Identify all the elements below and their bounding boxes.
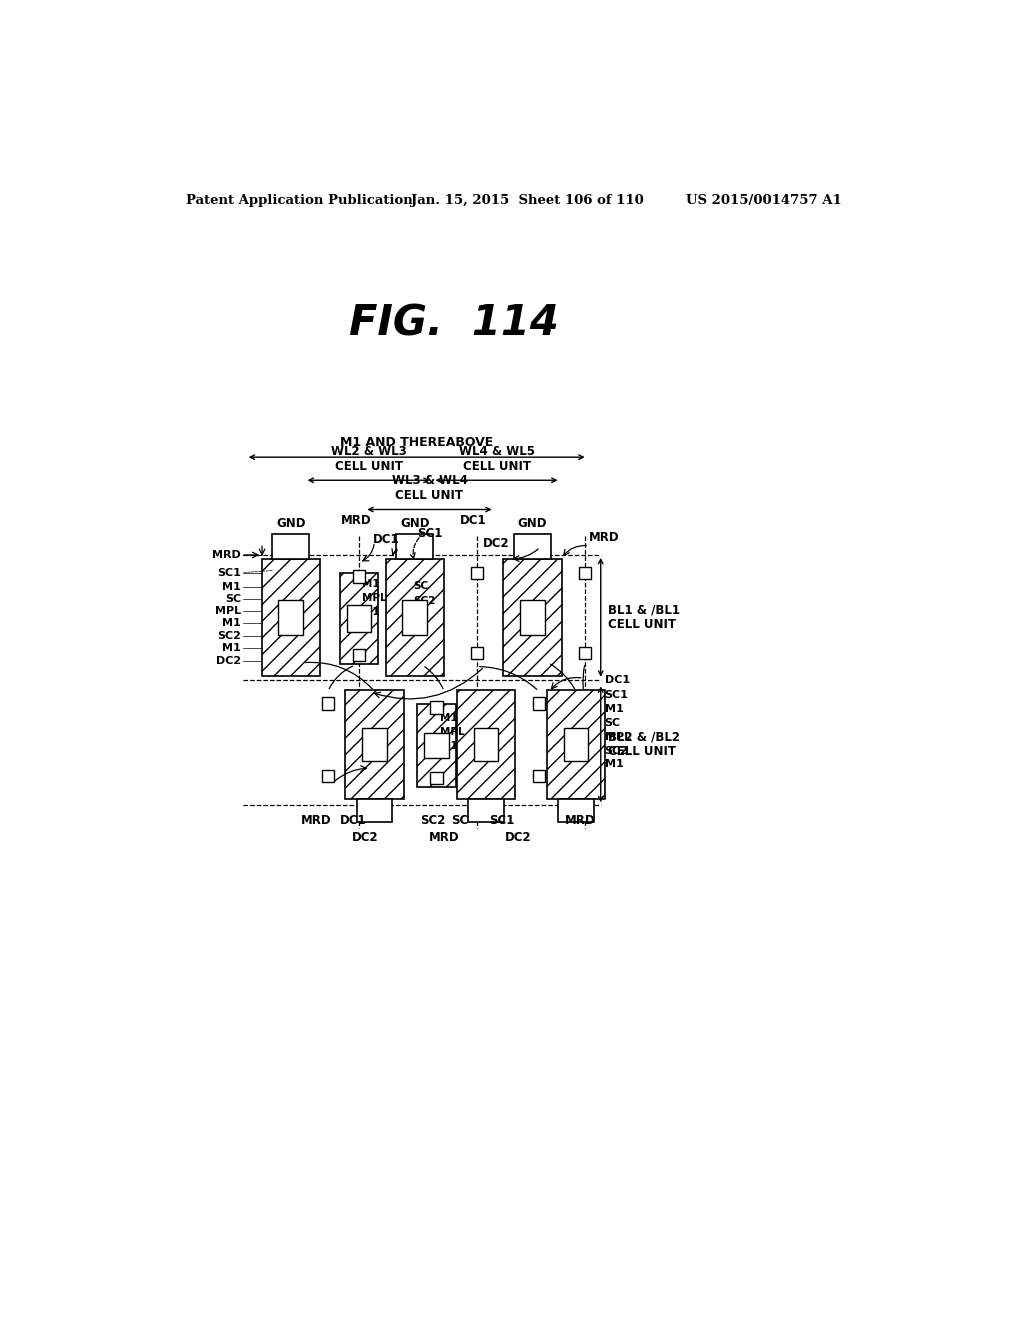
- Text: SC2: SC2: [414, 597, 435, 606]
- Text: DC2: DC2: [505, 832, 531, 845]
- Bar: [345, 689, 403, 799]
- Bar: [563, 727, 589, 760]
- Text: MPL: MPL: [439, 727, 464, 737]
- Text: M1: M1: [222, 643, 241, 653]
- Text: DC1: DC1: [339, 814, 366, 828]
- Text: SC: SC: [225, 594, 241, 603]
- Text: SC2: SC2: [604, 746, 629, 755]
- Bar: [430, 772, 442, 784]
- Text: SC: SC: [452, 814, 468, 828]
- Bar: [386, 558, 443, 676]
- Bar: [514, 535, 551, 558]
- Text: MRD: MRD: [589, 531, 620, 544]
- Bar: [532, 697, 545, 710]
- Text: MPL: MPL: [362, 593, 387, 603]
- Bar: [520, 599, 545, 635]
- Text: MRD: MRD: [564, 814, 595, 828]
- Text: SC1: SC1: [604, 690, 629, 700]
- Bar: [558, 799, 594, 822]
- Text: MRD: MRD: [301, 814, 332, 828]
- Text: SC1: SC1: [417, 527, 442, 540]
- Bar: [322, 770, 334, 781]
- Bar: [579, 566, 592, 579]
- Bar: [279, 599, 303, 635]
- Text: DC2: DC2: [352, 832, 379, 845]
- Bar: [468, 799, 504, 822]
- Bar: [356, 799, 392, 822]
- Text: M1: M1: [362, 607, 380, 616]
- Text: WL3 & WL4
CELL UNIT: WL3 & WL4 CELL UNIT: [391, 474, 467, 502]
- Bar: [272, 535, 309, 558]
- Text: MPL: MPL: [604, 731, 631, 742]
- Text: Jan. 15, 2015  Sheet 106 of 110: Jan. 15, 2015 Sheet 106 of 110: [411, 194, 644, 207]
- Bar: [402, 599, 427, 635]
- Text: MRD: MRD: [429, 832, 460, 845]
- Text: M1: M1: [439, 741, 457, 751]
- Text: BL1 & /BL1
CELL UNIT: BL1 & /BL1 CELL UNIT: [608, 603, 681, 631]
- Text: MRD: MRD: [341, 515, 372, 527]
- Bar: [424, 733, 449, 758]
- Text: M1: M1: [222, 582, 241, 591]
- Bar: [532, 770, 545, 781]
- Text: DC2: DC2: [216, 656, 241, 667]
- Bar: [362, 727, 387, 760]
- Text: WL4 & WL5
CELL UNIT: WL4 & WL5 CELL UNIT: [459, 445, 535, 473]
- Bar: [262, 558, 319, 676]
- Bar: [457, 689, 515, 799]
- Text: FIG.  114: FIG. 114: [348, 304, 558, 345]
- Text: M1: M1: [604, 759, 624, 770]
- Text: Patent Application Publication: Patent Application Publication: [186, 194, 413, 207]
- Text: MRD: MRD: [212, 550, 241, 560]
- Text: DC1: DC1: [604, 676, 630, 685]
- Text: SC1: SC1: [488, 814, 514, 828]
- Text: SC2: SC2: [420, 814, 445, 828]
- Text: GND: GND: [400, 517, 429, 531]
- Text: M1 AND THEREABOVE: M1 AND THEREABOVE: [340, 437, 494, 449]
- Bar: [396, 535, 433, 558]
- Bar: [322, 697, 334, 710]
- Bar: [471, 566, 483, 579]
- Bar: [346, 605, 372, 632]
- Bar: [417, 704, 456, 788]
- Text: SC1: SC1: [217, 568, 241, 578]
- Text: M1: M1: [439, 713, 457, 723]
- Bar: [340, 573, 378, 664]
- Text: DC2: DC2: [483, 537, 510, 550]
- Text: MPL: MPL: [215, 606, 241, 616]
- Text: DC1: DC1: [460, 515, 486, 527]
- Text: SC: SC: [414, 581, 428, 591]
- Bar: [352, 649, 366, 661]
- Bar: [352, 570, 366, 582]
- Text: SC2: SC2: [217, 631, 241, 640]
- Bar: [504, 558, 561, 676]
- Text: GND: GND: [518, 517, 547, 531]
- Bar: [547, 689, 605, 799]
- Text: M1: M1: [604, 704, 624, 714]
- Text: M1: M1: [222, 619, 241, 628]
- Text: BL2 & /BL2
CELL UNIT: BL2 & /BL2 CELL UNIT: [608, 730, 681, 759]
- Bar: [579, 647, 592, 659]
- Text: M1: M1: [362, 579, 380, 589]
- Text: WL2 & WL3
CELL UNIT: WL2 & WL3 CELL UNIT: [331, 445, 407, 473]
- Text: GND: GND: [276, 517, 305, 531]
- Text: DC1: DC1: [373, 533, 399, 546]
- Bar: [474, 727, 499, 760]
- Text: US 2015/0014757 A1: US 2015/0014757 A1: [686, 194, 842, 207]
- Bar: [471, 647, 483, 659]
- Text: SC: SC: [604, 718, 621, 727]
- Bar: [430, 701, 442, 714]
